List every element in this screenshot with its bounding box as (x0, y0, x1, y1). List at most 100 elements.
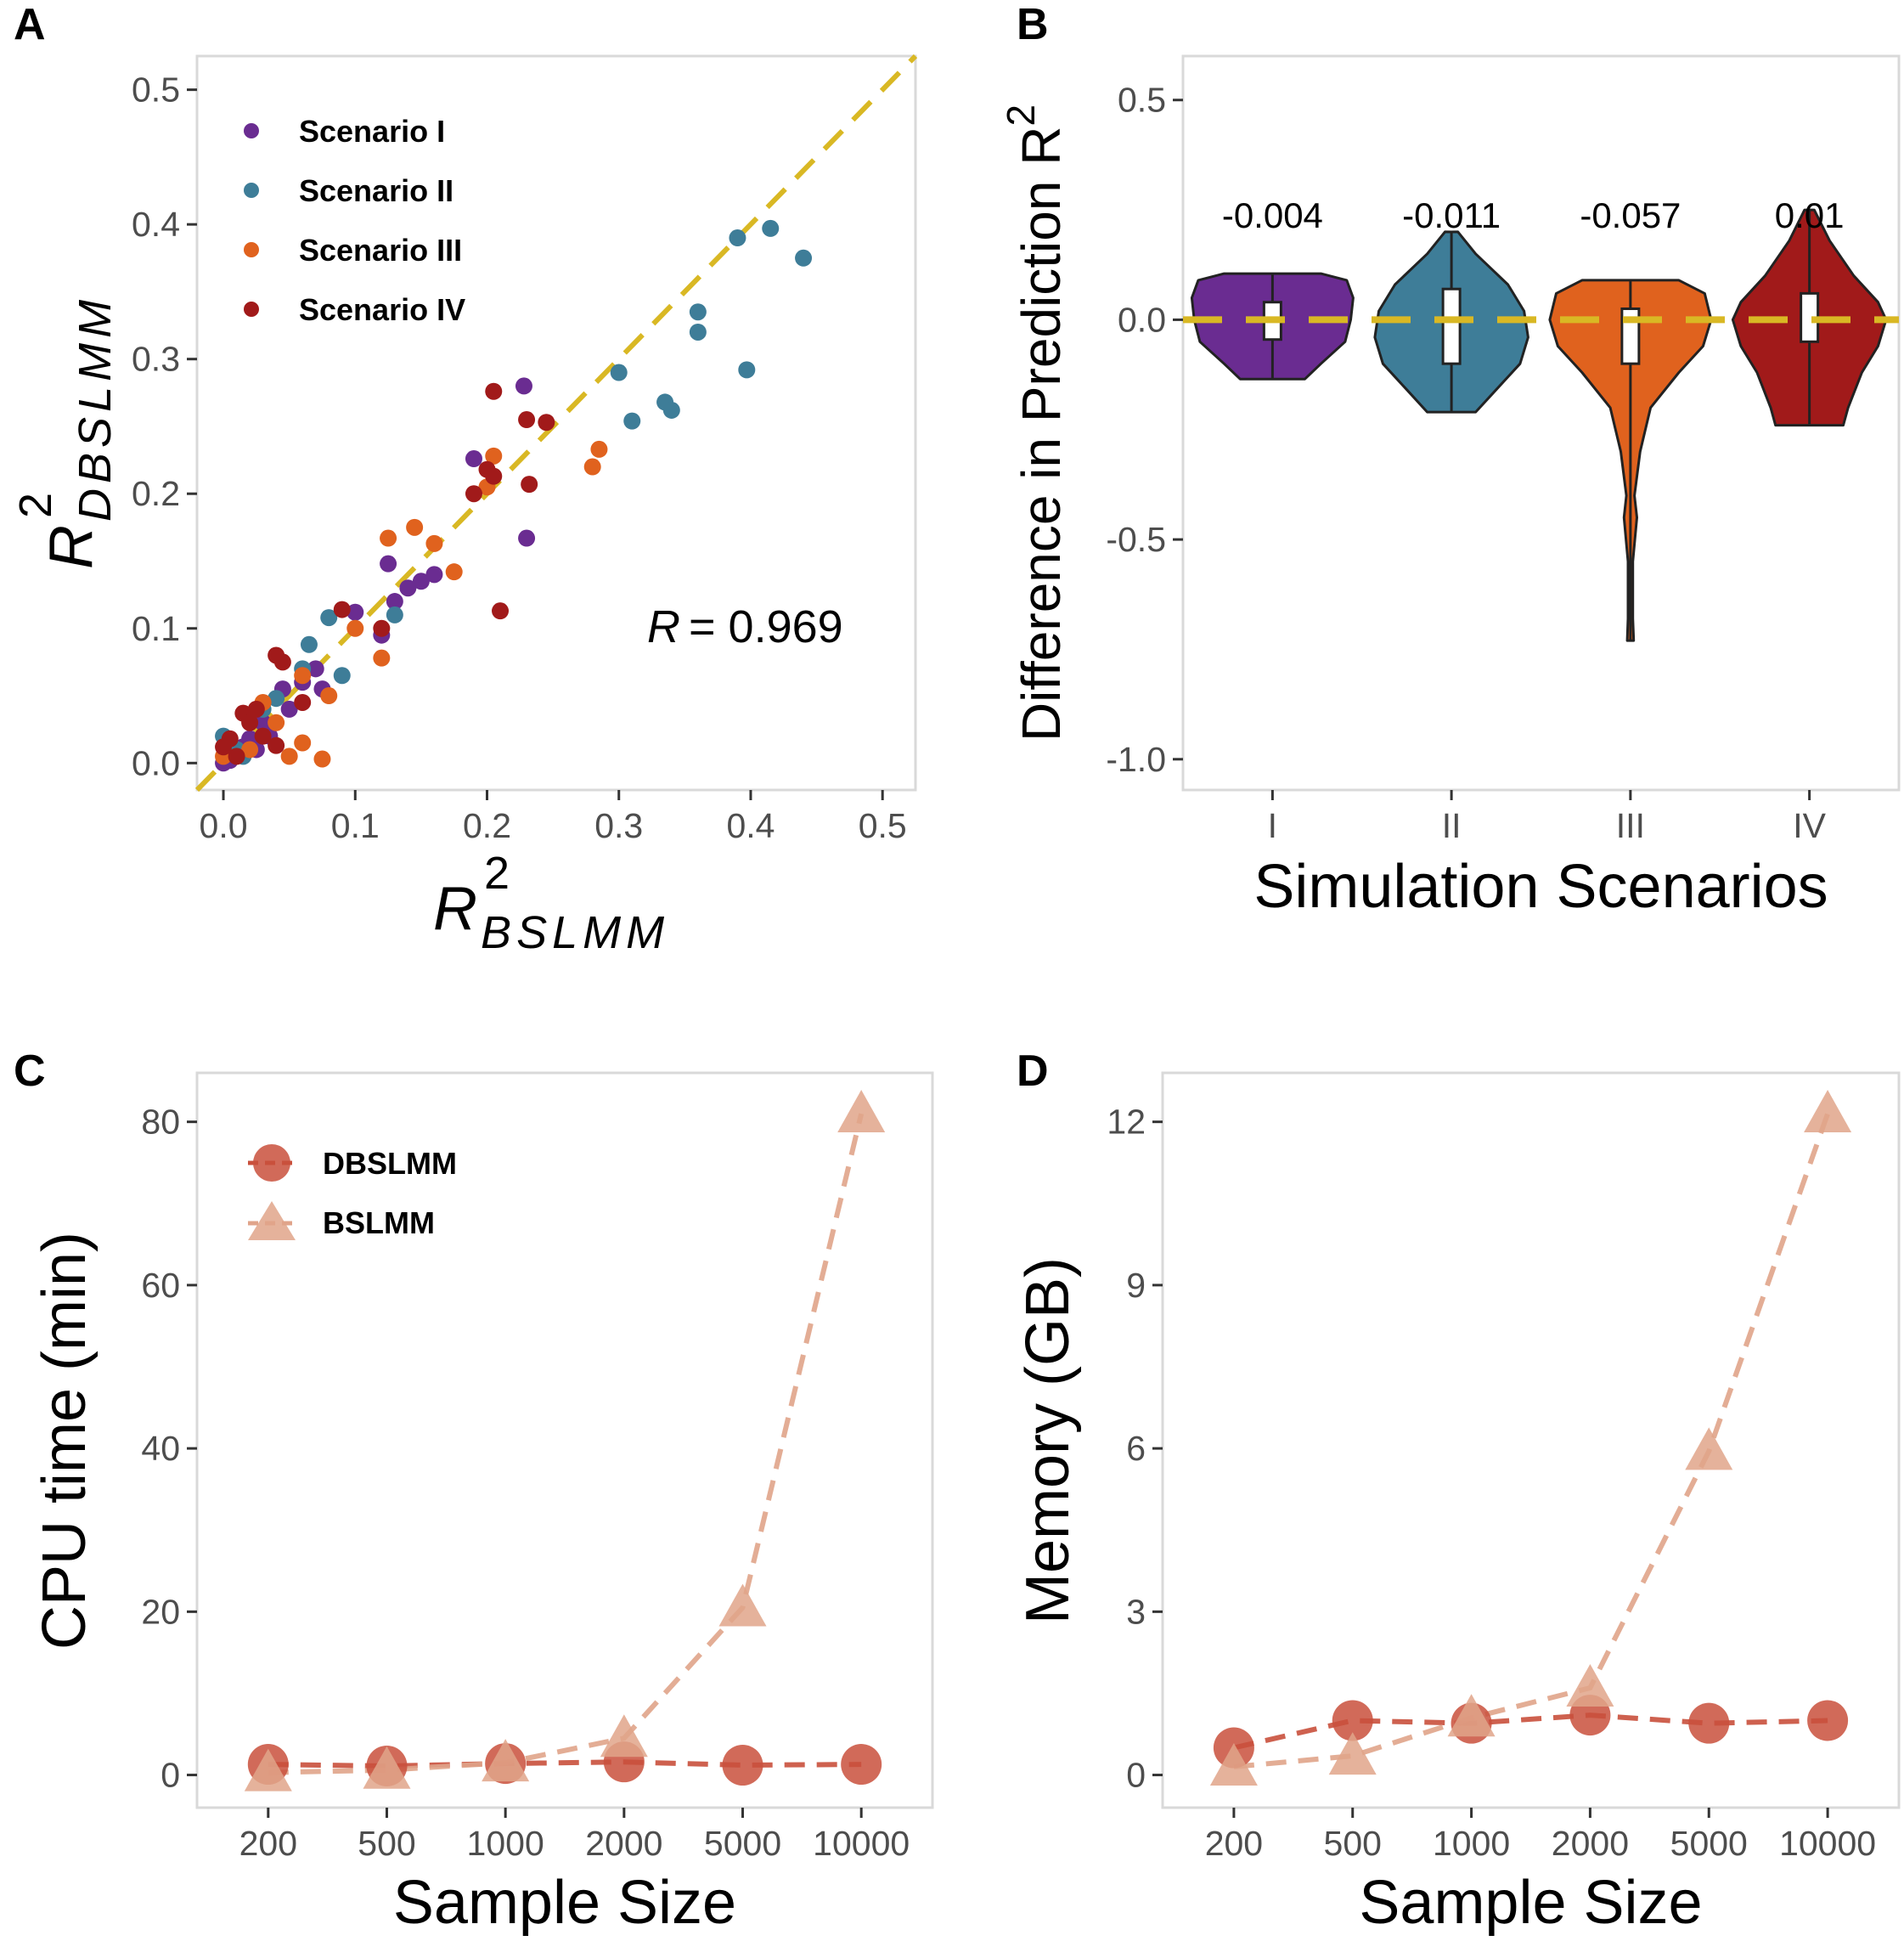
y-tick-label: 40 (141, 1429, 180, 1468)
scatter-point (280, 748, 298, 765)
x-axis-title: R2 BSLMM (433, 848, 669, 958)
scatter-point (241, 714, 259, 731)
dbslmm-point (1807, 1700, 1849, 1741)
scatter-point (662, 401, 680, 419)
x-tick-label: 0.5 (859, 806, 907, 845)
bslmm-point (1566, 1664, 1614, 1707)
median-label: 0.01 (1775, 195, 1845, 235)
y-axis-title-group: Difference in Prediction R2 (999, 104, 1072, 742)
scatter-point (346, 603, 364, 621)
bslmm-point (600, 1714, 648, 1758)
y-tick-label: 12 (1107, 1103, 1146, 1142)
scatter-point (412, 573, 430, 590)
scatter-point (538, 414, 555, 432)
panel-b-plot-frame (1181, 54, 1901, 792)
x-axis-title-base: R (433, 875, 477, 943)
y-tick-label: -1.0 (1106, 740, 1166, 779)
panel-d-memory-chart: 0 3 6 9 12 200 500 1000 2000 5000 10000 Sample Size… (1014, 1071, 1901, 1937)
scatter-point (518, 411, 536, 429)
x-tick-label: 5000 (704, 1824, 781, 1863)
scatter-point (380, 555, 397, 573)
median-label: -0.004 (1222, 195, 1323, 235)
bslmm-point (1685, 1427, 1733, 1470)
scatter-point (465, 485, 482, 503)
x-tick-label: 1000 (467, 1824, 544, 1863)
x-tick-label: 0.4 (726, 806, 775, 845)
x-tick-label: 2000 (585, 1824, 662, 1863)
y-tick-label: 0.3 (132, 340, 180, 379)
scatter-point (689, 303, 707, 321)
scatter-point (300, 635, 318, 653)
legend-marker (244, 123, 259, 138)
y-tick-label: 6 (1126, 1429, 1146, 1468)
scatter-point (583, 458, 601, 476)
dbslmm-point (722, 1745, 763, 1786)
x-tick-label: I (1268, 806, 1277, 845)
y-axis-title: Memory (GB) (1014, 1257, 1082, 1624)
dbslmm-point (1332, 1700, 1373, 1741)
x-tick-label: 200 (239, 1824, 297, 1863)
scatter-point (268, 690, 285, 708)
y-tick-label: 0 (1126, 1756, 1146, 1795)
scatter-point (254, 727, 272, 745)
panel-a-plot-frame (195, 54, 917, 792)
x-tick-label: 0.0 (200, 806, 248, 845)
y-tick-label: 3 (1126, 1592, 1146, 1631)
scatter-point (313, 750, 331, 768)
legend-marker-dbslmm (253, 1144, 290, 1182)
panel-letter-a: A (14, 0, 46, 49)
scatter-point (485, 382, 503, 400)
x-axis-title: Sample Size (1359, 1869, 1702, 1937)
scatter-point (762, 219, 780, 237)
scatter-point (485, 447, 503, 465)
y-axis-title-subscript: DBSLMM (70, 295, 121, 522)
scatter-point (795, 249, 813, 267)
x-tick-label: 0.3 (594, 806, 643, 845)
scatter-point (294, 667, 312, 685)
x-axis-title: Simulation Scenarios (1253, 853, 1828, 921)
scatter-point (465, 450, 482, 468)
x-tick-label: 10000 (813, 1824, 910, 1863)
scatter-point (268, 736, 285, 754)
scatter-point (333, 667, 351, 685)
legend-marker-bslmm (248, 1201, 296, 1240)
x-tick-label: 10000 (1779, 1824, 1876, 1863)
panel-c-cpu-time-chart: 0 20 40 60 80 200 500 1000 2000 5000 10000 DBSLMM BS… (31, 1071, 934, 1937)
scatter-point (294, 693, 312, 711)
legend-label-bslmm: BSLMM (323, 1205, 435, 1240)
series-line (268, 1759, 862, 1769)
scatter-point (729, 229, 746, 247)
scatter-point (268, 714, 285, 731)
scatter-point (228, 748, 245, 765)
scatter-point (320, 687, 338, 705)
y-tick-label: 20 (141, 1592, 180, 1631)
median-label: -0.011 (1402, 195, 1501, 235)
scatter-point (406, 518, 424, 536)
x-tick-label: IV (1793, 806, 1826, 845)
scatter-point (518, 529, 536, 547)
y-axis-title-group: CPU time (min) (31, 1232, 99, 1650)
violin-box (1441, 287, 1462, 365)
dbslmm-point (1688, 1702, 1730, 1744)
bslmm-point (1447, 1694, 1496, 1737)
y-tick-label: 0.5 (132, 71, 180, 110)
plot-frame (195, 1071, 934, 1809)
scatter-point (221, 730, 239, 748)
x-tick-label: 500 (358, 1824, 415, 1863)
y-axis-title-group: Memory (GB) (1014, 1257, 1082, 1624)
scatter-point (425, 566, 443, 584)
median-label: -0.057 (1580, 195, 1681, 235)
legend-marker (244, 302, 259, 317)
panel-b-violin-chart: 0.50.0-0.5-1.0I II III IV-0.004 -0.011 -0.057… (999, 54, 1901, 921)
scatter-point (373, 619, 391, 637)
y-axis-title-superscript: 2 (999, 104, 1043, 127)
series-line (1233, 1113, 1830, 1769)
annotation-symbol: R (647, 601, 680, 652)
annotation-value: = 0.969 (689, 601, 843, 652)
y-tick-label: 60 (141, 1266, 180, 1305)
x-axis-title-subscript: BSLMM (481, 907, 669, 958)
scatter-point (380, 529, 397, 547)
scatter-point (241, 741, 259, 759)
legend-label: Scenario III (299, 233, 462, 268)
